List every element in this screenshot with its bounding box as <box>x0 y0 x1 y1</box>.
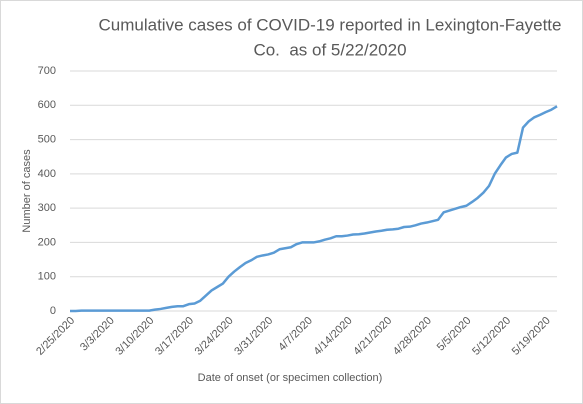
y-tick-label: 500 <box>38 133 56 145</box>
y-tick-label: 600 <box>38 99 56 111</box>
y-tick-label: 700 <box>38 65 56 77</box>
y-axis-label: Number of cases <box>21 149 33 233</box>
y-tick-label: 200 <box>38 236 56 248</box>
y-tick-label: 400 <box>38 168 56 180</box>
chart-title: Co. as of 5/22/2020 <box>253 40 406 59</box>
y-tick-label: 100 <box>38 271 56 283</box>
line <box>70 105 558 313</box>
chart-title: Cumulative cases of COVID-19 reported in… <box>98 15 561 34</box>
x-axis-label: Date of onset (or specimen collection) <box>198 372 383 384</box>
y-tick-label: 0 <box>50 305 56 317</box>
y-tick-label: 300 <box>38 202 56 214</box>
